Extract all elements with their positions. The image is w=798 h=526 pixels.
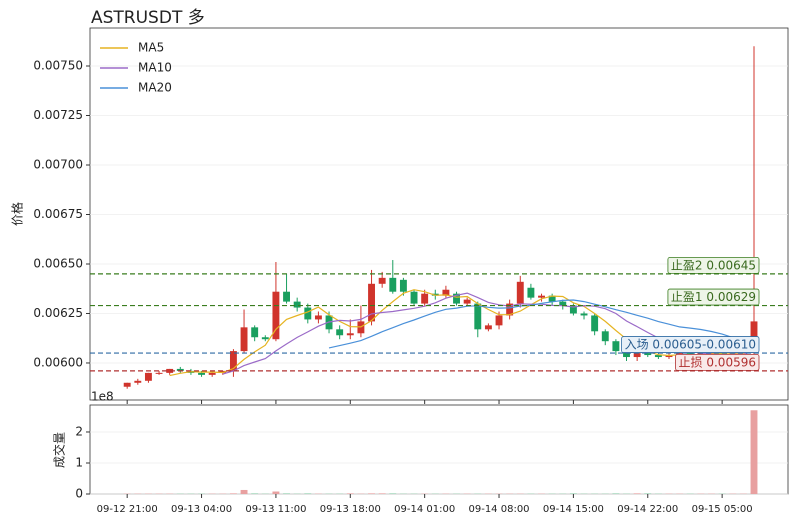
candle-body (548, 295, 556, 302)
volume-bar (633, 493, 641, 494)
candle-body (453, 293, 460, 304)
candle-body (336, 329, 344, 336)
candle-body (601, 331, 609, 342)
candle-body (484, 325, 492, 330)
candle-body (516, 281, 524, 304)
x-tick-label: 09-14 15:00 (543, 504, 604, 515)
y-tick-label: 0.00725 (33, 108, 83, 122)
candle-body (134, 380, 142, 383)
candle-body (155, 372, 163, 374)
candle-body (569, 305, 577, 314)
candle-body (633, 353, 641, 358)
volume-bar (240, 489, 248, 494)
y-tick-label: 0.00700 (33, 158, 83, 172)
y-tick-label: 0 (75, 487, 83, 501)
volume-bar (251, 493, 259, 494)
volume-bar (644, 493, 652, 494)
volume-bar (283, 493, 290, 494)
x-tick-label: 09-14 22:00 (617, 504, 678, 515)
candle-body (442, 289, 450, 296)
level-label-box (667, 288, 760, 306)
volume-bar (378, 493, 386, 494)
candle-body (463, 299, 471, 304)
chart-title: ASTRUSDT 多 (91, 8, 205, 28)
volume-bar (346, 493, 354, 494)
y-tick-label: 1 (75, 455, 83, 469)
volume-bar (229, 493, 237, 494)
ma-line (169, 289, 755, 377)
candle-body (314, 315, 322, 320)
y-tick-label: 0.00650 (33, 256, 83, 270)
legend-label: MA10 (138, 61, 172, 75)
candle-body (368, 283, 375, 322)
volume-frame (89, 404, 789, 495)
volume-bar (304, 493, 312, 494)
candle-body (580, 313, 588, 316)
candle-body (495, 315, 503, 326)
candle-body (506, 303, 514, 316)
legend-label: MA20 (138, 81, 172, 95)
candle-body (591, 315, 599, 332)
level-label-box (667, 256, 760, 274)
y-tick-label: 0.00625 (33, 306, 83, 320)
level-label: 入场 0.00605-0.00610 (625, 338, 756, 352)
candle-body (410, 291, 418, 304)
y-axis-label: 价格 (10, 202, 25, 226)
x-tick-label: 09-13 18:00 (320, 504, 381, 515)
candle-body (144, 372, 152, 381)
x-tick-label: 09-14 01:00 (394, 504, 455, 515)
candle-body (272, 291, 280, 340)
candle-body (176, 368, 184, 371)
volume-bar (612, 493, 620, 494)
candle-body (421, 293, 429, 304)
candle-body (166, 368, 174, 373)
candle-body (399, 279, 407, 292)
legend-label: MA5 (138, 41, 164, 55)
offset-label: 1e8 (91, 390, 114, 404)
candle-body (346, 333, 354, 336)
candle-body (240, 327, 248, 352)
candle-body (251, 327, 259, 338)
candle-body (378, 277, 386, 284)
candle-body (283, 291, 290, 302)
x-tick-label: 09-13 04:00 (171, 504, 232, 515)
volume-bar (750, 410, 758, 494)
volume-bar (368, 493, 375, 494)
candle-body (123, 382, 131, 387)
candle-body (261, 337, 269, 340)
ma-line (328, 299, 755, 349)
candle-body (644, 353, 652, 356)
x-tick-label: 09-13 11:00 (245, 504, 306, 515)
candle-body (623, 351, 630, 358)
level-label: 止损 0.00596 (679, 355, 756, 369)
y-tick-label: 0.00750 (33, 59, 83, 73)
candle-body (389, 277, 397, 292)
candle-body (293, 301, 301, 308)
volume-bar (272, 491, 280, 494)
candle-body (559, 301, 567, 306)
candle-body (198, 372, 206, 375)
y-tick-label: 2 (75, 424, 83, 438)
x-tick-label: 09-15 05:00 (692, 504, 753, 515)
candle-body (304, 307, 312, 320)
candle-body (229, 351, 237, 371)
candle-body (538, 295, 545, 298)
level-label: 止盈1 0.00629 (671, 290, 756, 304)
candle-body (474, 303, 482, 330)
volume-axis-label: 成交量 (52, 432, 67, 468)
y-tick-label: 0.00600 (33, 355, 83, 369)
y-tick-label: 0.00675 (33, 207, 83, 221)
candle-body (654, 355, 662, 358)
candle-body (208, 372, 216, 375)
x-tick-label: 09-12 21:00 (97, 504, 158, 515)
candle-body (527, 287, 535, 298)
candle-body (612, 341, 620, 352)
level-label-box (675, 353, 760, 371)
level-label: 止盈2 0.00645 (671, 258, 756, 272)
volume-bar (569, 493, 577, 494)
volume-bar (389, 493, 397, 494)
x-tick-label: 09-14 08:00 (468, 504, 529, 515)
level-label-box (621, 336, 760, 353)
